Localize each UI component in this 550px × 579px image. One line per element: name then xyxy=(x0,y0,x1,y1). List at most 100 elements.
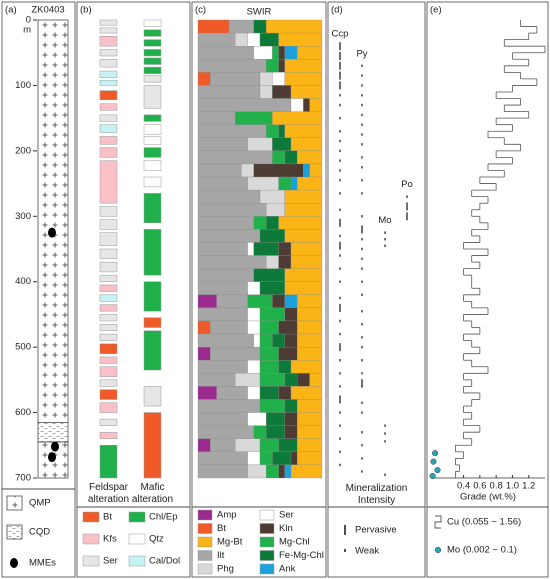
swir-segment xyxy=(197,438,211,452)
legend-label: Mg-Chl xyxy=(279,537,310,548)
swir-segment xyxy=(197,360,248,374)
alteration-interval xyxy=(99,124,118,133)
legend-swatch xyxy=(128,511,146,523)
swir-segment xyxy=(197,150,273,165)
x-tick-label: 0.4 xyxy=(457,481,470,492)
y-tick-label: 300 xyxy=(15,211,31,222)
swir-segment xyxy=(253,216,267,230)
swir-segment xyxy=(284,150,298,165)
swir-segment xyxy=(284,46,298,60)
legend-swatch xyxy=(434,515,442,529)
swir-segment xyxy=(266,255,279,269)
swir-segment xyxy=(284,333,298,348)
swir-segment xyxy=(216,386,248,400)
swir-segment xyxy=(259,307,285,322)
legend-swatch xyxy=(128,533,146,545)
swir-segment xyxy=(266,464,279,479)
swir-segment xyxy=(309,163,323,178)
alteration-interval xyxy=(99,323,118,332)
swir-segment xyxy=(278,464,285,479)
alteration-interval xyxy=(99,248,118,260)
swir-segment xyxy=(197,425,254,439)
swir-segment xyxy=(284,464,292,479)
mineral-label: Ccp xyxy=(332,29,349,40)
swir-segment xyxy=(284,203,323,217)
swir-segment xyxy=(259,346,279,361)
mme xyxy=(51,441,59,452)
alteration-interval xyxy=(99,232,118,246)
swir-segment xyxy=(235,32,248,47)
legend-swatch xyxy=(128,555,146,567)
swir-segment xyxy=(266,59,279,73)
swir-segment xyxy=(278,32,323,47)
swir-segment xyxy=(290,176,298,191)
swir-segment xyxy=(197,216,254,230)
swir-segment xyxy=(241,163,254,178)
swir-segment xyxy=(290,451,298,466)
swir-segment xyxy=(259,281,285,295)
swir-segment xyxy=(247,281,261,295)
panel-label: (d) xyxy=(331,5,343,16)
mo-point xyxy=(430,458,437,465)
legend-label: Kln xyxy=(279,523,293,534)
alteration-interval xyxy=(99,27,118,34)
y-tick-label: 700 xyxy=(15,473,31,484)
swir-segment xyxy=(253,19,267,34)
x-tick-label: 0.6 xyxy=(473,481,486,492)
swir-segment xyxy=(197,46,254,60)
alteration-interval xyxy=(99,343,118,354)
swir-segment xyxy=(297,320,323,335)
swir-segment xyxy=(197,399,261,413)
swir-segment xyxy=(284,268,323,282)
alteration-interval xyxy=(99,160,118,204)
alteration-interval xyxy=(99,431,118,439)
swir-segment xyxy=(297,346,323,361)
swir-segment xyxy=(235,111,273,125)
swir-segment xyxy=(253,425,267,439)
swir-segment xyxy=(284,412,298,426)
alteration-interval xyxy=(143,29,162,37)
swir-segment xyxy=(297,150,323,165)
swir-segment xyxy=(197,464,248,479)
column-label: Feldspar alteration xyxy=(87,482,130,505)
alteration-interval xyxy=(143,57,162,65)
panel-label: (b) xyxy=(80,5,92,16)
panel-frame xyxy=(327,1,426,508)
legend-label: Weak xyxy=(355,546,379,557)
panel-title: ZK0403 xyxy=(31,5,64,16)
panel-label: (e) xyxy=(430,5,442,16)
swir-segment xyxy=(259,229,285,243)
legend-swatch xyxy=(197,523,213,534)
legend-label: Qtz xyxy=(149,534,164,545)
legend-swatch xyxy=(6,524,23,540)
alteration-interval xyxy=(99,114,118,122)
swir-segment xyxy=(259,373,285,387)
y-tick-label: 500 xyxy=(15,342,31,353)
swir-segment xyxy=(290,464,323,479)
swir-segment xyxy=(290,85,323,99)
legend-frame xyxy=(191,506,327,578)
swir-segment xyxy=(278,438,298,452)
swir-segment xyxy=(197,124,267,138)
swir-segment xyxy=(259,451,273,466)
alteration-interval xyxy=(99,36,118,47)
swir-segment xyxy=(197,72,211,86)
alteration-interval xyxy=(143,147,162,158)
panel-title: Mineralization Intensity xyxy=(345,483,408,506)
swir-segment xyxy=(278,176,292,191)
alteration-interval xyxy=(143,176,162,188)
legend-label: Phg xyxy=(217,564,234,575)
swir-segment xyxy=(272,150,285,165)
legend-label: Cu (0.055 ~ 1.56) xyxy=(447,517,521,528)
alteration-interval xyxy=(143,114,162,122)
swir-segment xyxy=(272,137,292,152)
swir-segment xyxy=(253,268,285,282)
swir-segment xyxy=(278,59,285,73)
swir-segment xyxy=(247,451,261,466)
mo-point xyxy=(429,472,436,480)
alteration-interval xyxy=(99,79,118,86)
swir-segment xyxy=(272,333,285,348)
legend-label: Ilt xyxy=(217,550,225,561)
alteration-interval xyxy=(99,219,118,230)
alteration-interval xyxy=(99,284,118,292)
